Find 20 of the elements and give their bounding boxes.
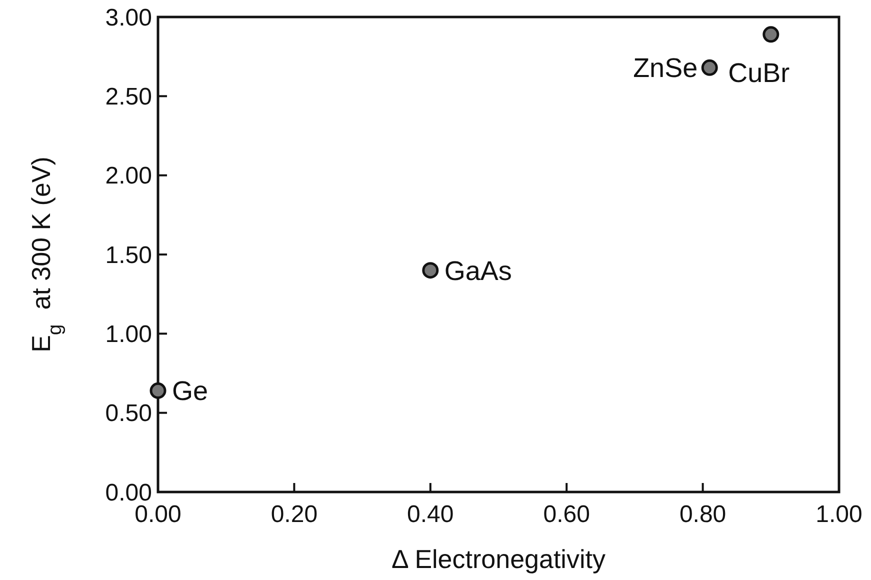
y-tick-label: 2.50 bbox=[105, 84, 152, 111]
x-axis-title: Δ Electronegativity bbox=[392, 544, 606, 574]
annotation: GaAs bbox=[444, 256, 512, 286]
y-tick-label: 1.50 bbox=[105, 242, 152, 269]
point bbox=[762, 26, 780, 43]
y-tick-label: 2.00 bbox=[105, 162, 152, 190]
point bbox=[422, 262, 439, 279]
y-tick-label: 0.50 bbox=[105, 400, 152, 428]
y-tick-label: 1.00 bbox=[105, 321, 152, 348]
x-tick-label: 0.60 bbox=[543, 501, 590, 528]
y-tick-label: 3.00 bbox=[105, 4, 152, 32]
x-tick-label: 0.40 bbox=[407, 501, 454, 528]
x-tick-label: 0.80 bbox=[679, 501, 726, 528]
point bbox=[701, 59, 718, 76]
x-tick-label: 0.20 bbox=[270, 501, 318, 528]
annotation: CuBr bbox=[728, 58, 790, 88]
point bbox=[150, 382, 166, 399]
annotation: ZnSe bbox=[633, 53, 698, 84]
x-tick-label: 1.00 bbox=[816, 501, 862, 528]
annotation: Ge bbox=[172, 376, 208, 406]
